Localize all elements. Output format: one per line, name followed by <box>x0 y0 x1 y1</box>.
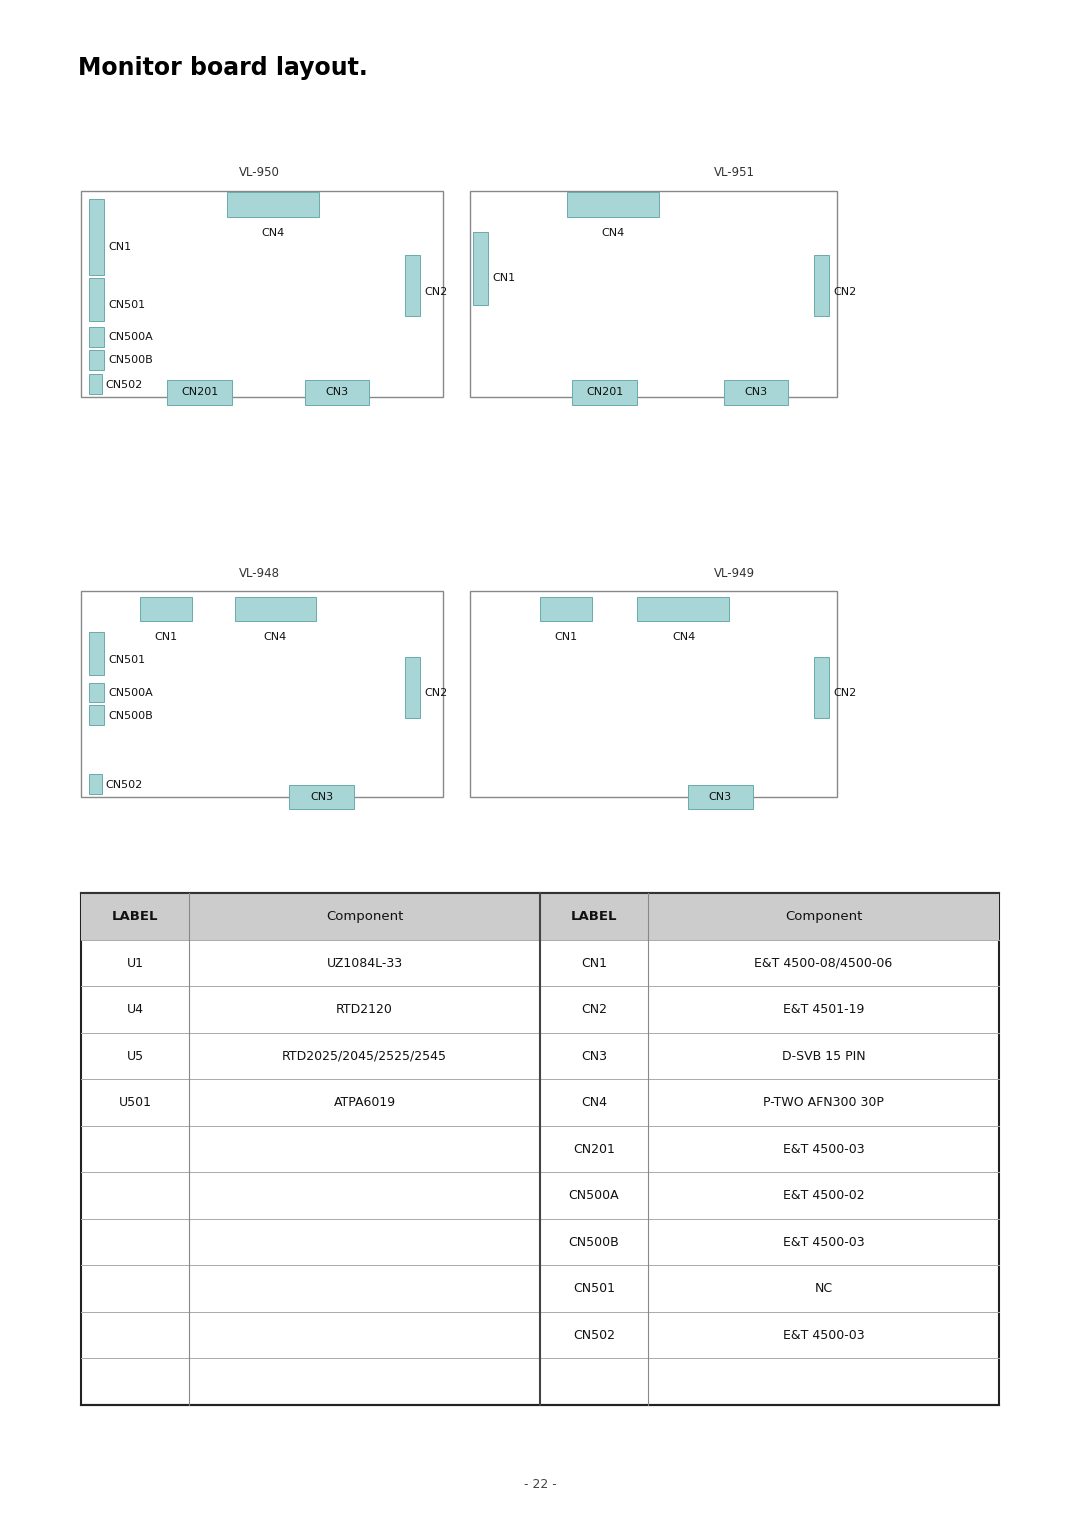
Bar <box>814 657 829 718</box>
Text: CN502: CN502 <box>106 380 143 389</box>
Text: CN500B: CN500B <box>569 1235 619 1249</box>
Text: CN500B: CN500B <box>108 356 152 365</box>
Text: CN501: CN501 <box>108 301 145 310</box>
Text: VL-950: VL-950 <box>239 165 280 179</box>
Text: E&T 4500-02: E&T 4500-02 <box>783 1190 864 1202</box>
Bar <box>89 705 104 725</box>
Text: CN2: CN2 <box>424 287 448 296</box>
Text: VL-948: VL-948 <box>239 567 280 580</box>
Bar <box>89 278 104 321</box>
Text: CN4: CN4 <box>264 632 287 643</box>
Text: CN501: CN501 <box>573 1283 615 1295</box>
Text: CN500A: CN500A <box>108 689 152 698</box>
Bar <box>81 591 443 797</box>
Text: UZ1084L-33: UZ1084L-33 <box>326 956 403 970</box>
Bar <box>688 785 753 809</box>
Bar <box>89 350 104 370</box>
Text: CN502: CN502 <box>106 780 143 789</box>
Text: RTD2120: RTD2120 <box>336 1003 393 1015</box>
Text: CN500A: CN500A <box>569 1190 619 1202</box>
Text: CN1: CN1 <box>154 632 178 643</box>
Bar <box>227 192 319 217</box>
Bar <box>305 380 369 405</box>
Text: CN501: CN501 <box>108 655 145 664</box>
Text: CN201: CN201 <box>573 1142 615 1156</box>
Bar <box>405 657 420 718</box>
Bar <box>470 191 837 397</box>
Text: CN2: CN2 <box>424 689 448 698</box>
Bar <box>814 255 829 316</box>
Bar <box>235 597 316 621</box>
Bar <box>637 597 729 621</box>
Text: D-SVB 15 PIN: D-SVB 15 PIN <box>782 1049 865 1063</box>
Text: CN4: CN4 <box>261 228 285 238</box>
Text: - 22 -: - 22 - <box>524 1478 556 1490</box>
Text: CN201: CN201 <box>181 388 218 397</box>
Bar <box>81 191 443 397</box>
Bar <box>81 893 999 1405</box>
Text: CN1: CN1 <box>554 632 578 643</box>
Text: E&T 4500-08/4500-06: E&T 4500-08/4500-06 <box>754 956 893 970</box>
Bar <box>81 893 999 939</box>
Text: NC: NC <box>814 1283 833 1295</box>
Text: LABEL: LABEL <box>570 910 618 922</box>
Bar <box>473 232 488 305</box>
Text: E&T 4500-03: E&T 4500-03 <box>783 1142 864 1156</box>
Bar <box>89 199 104 275</box>
Text: CN500A: CN500A <box>108 333 152 342</box>
Text: CN4: CN4 <box>581 1096 607 1109</box>
Text: CN2: CN2 <box>834 689 858 698</box>
Text: ATPA6019: ATPA6019 <box>334 1096 395 1109</box>
Text: RTD2025/2045/2525/2545: RTD2025/2045/2525/2545 <box>282 1049 447 1063</box>
Text: U1: U1 <box>126 956 144 970</box>
Bar <box>567 192 659 217</box>
Text: U5: U5 <box>126 1049 144 1063</box>
Text: E&T 4500-03: E&T 4500-03 <box>783 1235 864 1249</box>
Bar <box>89 327 104 347</box>
Text: U501: U501 <box>119 1096 151 1109</box>
Bar <box>289 785 354 809</box>
Bar <box>89 774 102 794</box>
Text: CN3: CN3 <box>310 793 334 802</box>
Text: P-TWO AFN300 30P: P-TWO AFN300 30P <box>764 1096 883 1109</box>
Bar <box>89 683 104 702</box>
Text: CN3: CN3 <box>581 1049 607 1063</box>
Bar <box>140 597 192 621</box>
Text: E&T 4501-19: E&T 4501-19 <box>783 1003 864 1015</box>
Text: E&T 4500-03: E&T 4500-03 <box>783 1328 864 1342</box>
Text: CN1: CN1 <box>492 273 515 282</box>
Text: VL-951: VL-951 <box>714 165 755 179</box>
Text: U4: U4 <box>126 1003 144 1015</box>
Text: CN201: CN201 <box>586 388 623 397</box>
Text: LABEL: LABEL <box>111 910 159 922</box>
Bar <box>572 380 637 405</box>
Bar <box>470 591 837 797</box>
Bar <box>540 597 592 621</box>
Text: CN4: CN4 <box>602 228 625 238</box>
Bar <box>724 380 788 405</box>
Bar <box>89 374 102 394</box>
Text: CN3: CN3 <box>325 388 349 397</box>
Bar <box>89 632 104 675</box>
Text: CN502: CN502 <box>573 1328 615 1342</box>
Text: Component: Component <box>326 910 403 922</box>
Text: VL-949: VL-949 <box>714 567 755 580</box>
Text: CN2: CN2 <box>834 287 858 296</box>
Text: Component: Component <box>785 910 862 922</box>
Text: CN1: CN1 <box>581 956 607 970</box>
Bar <box>405 255 420 316</box>
Text: CN4: CN4 <box>672 632 696 643</box>
Text: CN3: CN3 <box>708 793 732 802</box>
Text: CN2: CN2 <box>581 1003 607 1015</box>
Text: Monitor board layout.: Monitor board layout. <box>78 56 367 81</box>
Text: CN3: CN3 <box>744 388 768 397</box>
Bar <box>167 380 232 405</box>
Text: CN500B: CN500B <box>108 712 152 721</box>
Text: CN1: CN1 <box>108 243 131 252</box>
